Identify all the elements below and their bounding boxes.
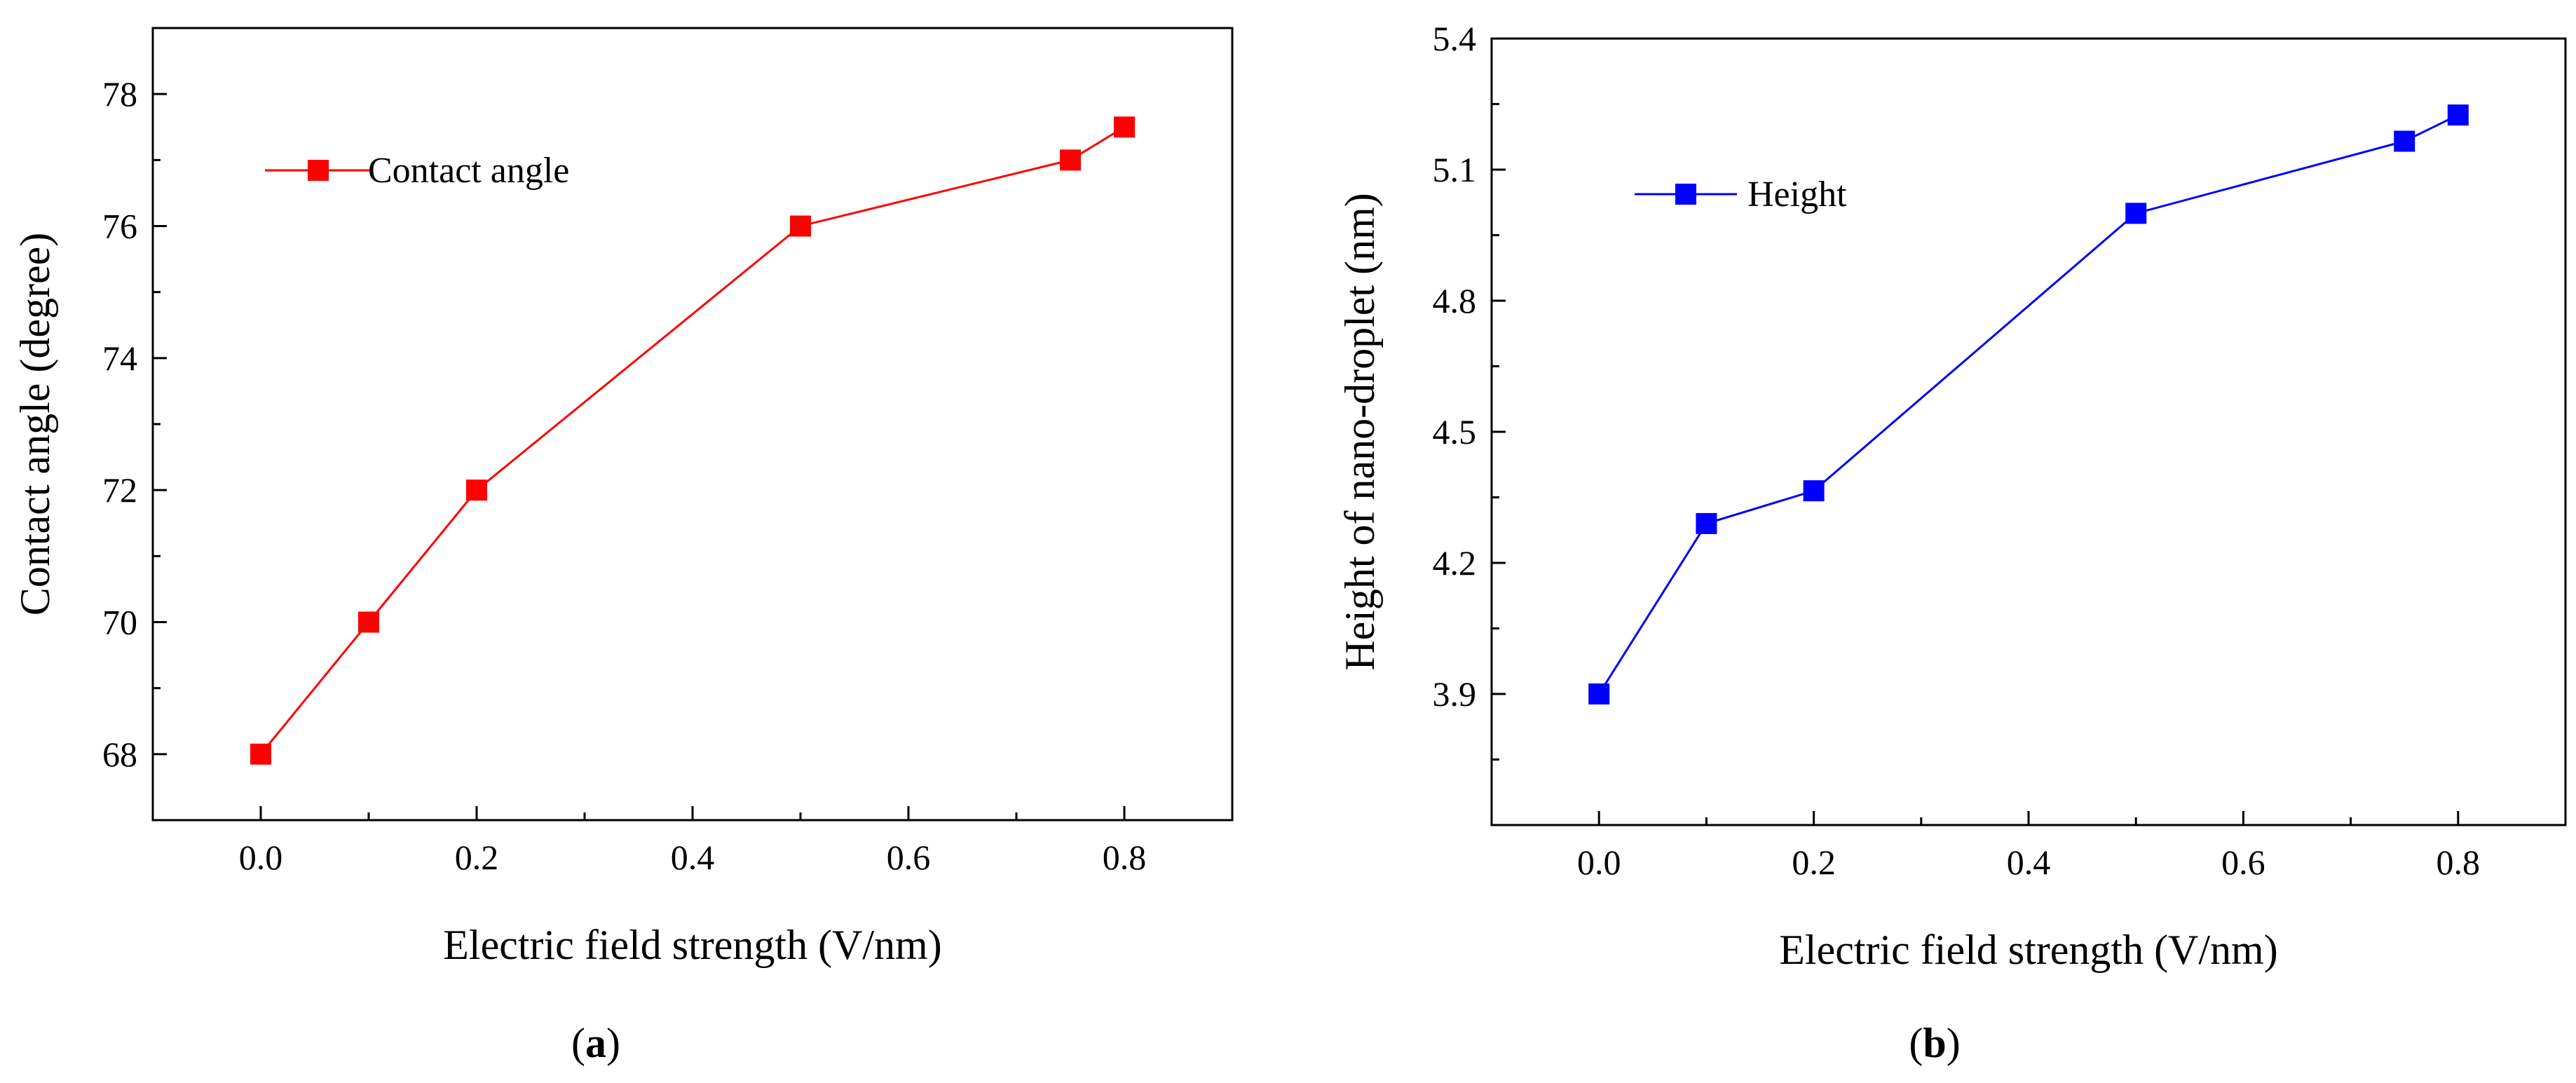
chart-panel-a: 0.0 0.2 0.4 0.6 0.8 68 70 72 74 76 78 Electric fiel… <box>12 27 1234 1066</box>
caption-open: ( <box>571 1020 585 1066</box>
series-line <box>1597 114 2459 695</box>
y-tick-label: 5.1 <box>1433 150 1477 189</box>
y-axis-title: Height of nano-droplet (nm) <box>1337 193 1383 670</box>
y-tick-label: 4.2 <box>1433 543 1477 583</box>
x-tick-label: 0.0 <box>1577 843 1621 882</box>
caption-letter: b <box>1923 1020 1946 1066</box>
data-point <box>790 215 811 237</box>
y-tick-label: 70 <box>102 603 137 642</box>
caption-close: ) <box>606 1020 620 1066</box>
y-tick-label: 72 <box>102 470 137 510</box>
plot-frame <box>151 27 1234 822</box>
legend: Height <box>1635 175 1847 214</box>
data-point <box>2447 104 2469 126</box>
x-axis-title: Electric field strength (V/nm) <box>1779 927 2277 973</box>
caption-letter: a <box>585 1020 606 1066</box>
data-point <box>1060 149 1081 171</box>
chart-panel-b: 0.0 0.2 0.4 0.6 0.8 3.9 4.2 4.5 4.8 5.1 5.4 Electri… <box>1337 19 2567 1066</box>
data-point <box>1803 480 1825 502</box>
x-tick-label: 0.0 <box>239 838 283 877</box>
x-tick-label: 0.4 <box>671 838 715 877</box>
caption-open: ( <box>1909 1020 1923 1066</box>
y-tick-label: 74 <box>102 339 137 378</box>
legend-label: Height <box>1747 175 1847 214</box>
x-tick-label: 0.8 <box>2437 843 2481 882</box>
y-tick-label: 3.9 <box>1433 674 1477 714</box>
legend-marker <box>1675 184 1696 205</box>
x-tick-label: 0.2 <box>1792 843 1836 882</box>
data-point <box>2394 130 2415 152</box>
y-tick-label: 78 <box>102 74 137 114</box>
y-tick-label: 68 <box>102 735 137 774</box>
legend: Contact angle <box>265 151 569 191</box>
legend-marker <box>308 160 329 181</box>
y-axis-title: Contact angle (degree) <box>12 233 58 615</box>
data-point <box>2125 203 2147 224</box>
y-tick-label: 4.5 <box>1433 412 1477 451</box>
data-point <box>466 479 487 501</box>
caption-close: ) <box>1947 1020 1961 1066</box>
plot-frame <box>1490 37 2567 826</box>
data-point <box>1114 116 1135 138</box>
series-line <box>259 125 1125 755</box>
panel-caption: (a) <box>571 1020 620 1066</box>
data-point <box>358 611 379 633</box>
y-tick-label: 5.4 <box>1433 19 1477 58</box>
y-tick-label: 76 <box>102 207 137 246</box>
x-tick-label: 0.6 <box>887 838 931 877</box>
legend-label: Contact angle <box>368 151 569 191</box>
panel-caption: (b) <box>1909 1020 1960 1066</box>
x-tick-label: 0.8 <box>1103 838 1147 877</box>
x-tick-label: 0.4 <box>2007 843 2051 882</box>
data-point <box>1588 683 1610 704</box>
x-tick-label: 0.2 <box>455 838 499 877</box>
data-point <box>250 743 271 765</box>
x-axis-title: Electric field strength (V/nm) <box>443 922 941 968</box>
data-point <box>1696 512 1717 534</box>
y-tick-label: 4.8 <box>1433 281 1477 320</box>
x-tick-label: 0.6 <box>2221 843 2265 882</box>
